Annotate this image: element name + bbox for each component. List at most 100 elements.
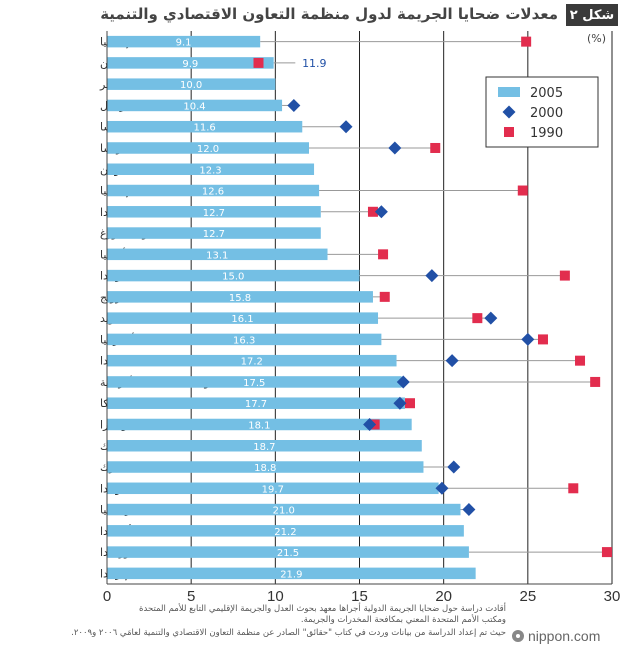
note-line-1: أقادت دراسة حول ضحايا الجريمة الدولية أج… <box>139 604 506 614</box>
bar-value-label: 21.9 <box>280 569 302 580</box>
bar-value-label: 12.3 <box>199 165 221 176</box>
bar-value-label: 18.1 <box>248 420 270 431</box>
bar-2005 <box>107 376 402 388</box>
bar-2005 <box>107 312 379 324</box>
bar-2005 <box>107 482 439 495</box>
bar-2005 <box>107 206 321 218</box>
bar-value-label: 21.0 <box>273 506 295 517</box>
marker-2000 <box>521 332 535 346</box>
legend-swatch-2000 <box>502 105 516 119</box>
bar-2005 <box>107 184 320 197</box>
legend-label-1990: 1990 <box>530 126 563 141</box>
marker-1990 <box>590 376 601 387</box>
x-tick-label-10: 10 <box>267 588 284 605</box>
marker-1990 <box>521 36 532 47</box>
marker-1990 <box>472 313 483 324</box>
bar-2005 <box>107 227 321 239</box>
bar-2005 <box>107 333 382 346</box>
marker-2000 <box>393 396 407 410</box>
marker-1990 <box>405 398 415 409</box>
marker-1990 <box>367 206 378 217</box>
bar-2005 <box>107 99 283 112</box>
bar-2005 <box>107 269 360 282</box>
bar-value-label: 11.6 <box>194 123 216 134</box>
bar-2005 <box>107 418 412 431</box>
marker-2000 <box>374 205 388 219</box>
bar-value-label: 21.5 <box>277 548 299 559</box>
bar-value-label: 17.7 <box>245 399 267 410</box>
x-tick-label-15: 15 <box>351 588 368 605</box>
unit-label: (%) <box>587 32 606 45</box>
bar-2005 <box>107 397 405 409</box>
bar-value-label: 9.1 <box>176 38 192 49</box>
x-tick-label-0: 0 <box>103 588 111 605</box>
marker-1990 <box>537 334 548 345</box>
bar-value-label: 10.0 <box>180 80 202 91</box>
brand-logo[interactable]: nippon.com <box>512 628 600 644</box>
marker-2000 <box>435 481 449 495</box>
marker-2000 <box>396 375 410 389</box>
marker-1990 <box>601 547 612 558</box>
bar-2005 <box>107 163 315 175</box>
legend-swatch-1990 <box>504 127 514 137</box>
bar-value-label: 12.0 <box>197 144 219 155</box>
bar-value-label: 12.6 <box>202 187 224 198</box>
bar-value-label: 18.7 <box>253 442 275 453</box>
bar-2005 <box>107 57 274 69</box>
bar-2005 <box>107 525 464 537</box>
marker-1990 <box>378 249 389 260</box>
chart-title: معدلات ضحايا الجريمة لدول منظمة التعاون … <box>100 5 558 23</box>
bar-value-label: 12.7 <box>203 208 225 219</box>
marker-2000 <box>287 98 301 112</box>
bar-2005 <box>107 461 424 473</box>
x-tick-label-20: 20 <box>435 588 452 605</box>
bar-2005 <box>107 78 276 90</box>
marker-1990 <box>568 483 579 494</box>
bar-value-label: 15.8 <box>229 293 251 304</box>
note-line-3: حيث تم إعداد الدراسة من بيانات وردت في ك… <box>71 628 506 638</box>
nippon-logo-icon <box>512 630 524 642</box>
bar-value-label: 12.7 <box>203 229 225 240</box>
bar-value-label: 15.0 <box>222 272 244 283</box>
x-tick-label-30: 30 <box>604 588 620 605</box>
annotation-label: 11.9 <box>302 57 327 70</box>
note-line-2: ومكتب الأمم المتحدة المعني بمكافحة المخد… <box>300 615 506 625</box>
marker-1990 <box>253 57 264 68</box>
x-tick-label-25: 25 <box>519 588 536 605</box>
bar-2005 <box>107 142 309 154</box>
bar-2005 <box>107 567 476 580</box>
marker-2000 <box>363 417 377 431</box>
marker-1990 <box>559 270 570 281</box>
bar-value-label: 21.2 <box>274 527 296 538</box>
marker-2000 <box>388 141 402 155</box>
bar-value-label: 16.3 <box>233 335 255 346</box>
bar-2005 <box>107 35 261 48</box>
bar-value-label: 10.4 <box>183 101 205 112</box>
x-tick-label-5: 5 <box>187 588 195 605</box>
bar-value-label: 17.5 <box>243 378 265 389</box>
marker-1990 <box>379 291 390 302</box>
bar-2005 <box>107 354 397 367</box>
bar-value-label: 16.1 <box>231 314 253 325</box>
bar-value-label: 13.1 <box>206 250 228 261</box>
legend-label-2005: 2005 <box>530 86 563 101</box>
bar-value-label: 18.8 <box>254 463 276 474</box>
marker-2000 <box>445 354 459 368</box>
bar-value-label: 17.2 <box>241 357 263 368</box>
bar-2005 <box>107 291 373 303</box>
bar-2005 <box>107 440 422 452</box>
bar-2005 <box>107 503 461 516</box>
legend-swatch-2005 <box>498 87 520 97</box>
marker-1990 <box>517 185 528 196</box>
figure-label: شكل ٢ <box>566 4 618 26</box>
bar-value-label: 19.7 <box>262 484 284 495</box>
bar-2005 <box>107 120 303 133</box>
marker-1990 <box>430 142 441 153</box>
marker-2000 <box>339 120 353 134</box>
brand-text: nippon.com <box>528 628 601 644</box>
marker-2000 <box>462 503 476 517</box>
bar-value-label: 9.9 <box>182 59 198 70</box>
bar-2005 <box>107 248 328 261</box>
legend-label-2000: 2000 <box>530 106 563 121</box>
